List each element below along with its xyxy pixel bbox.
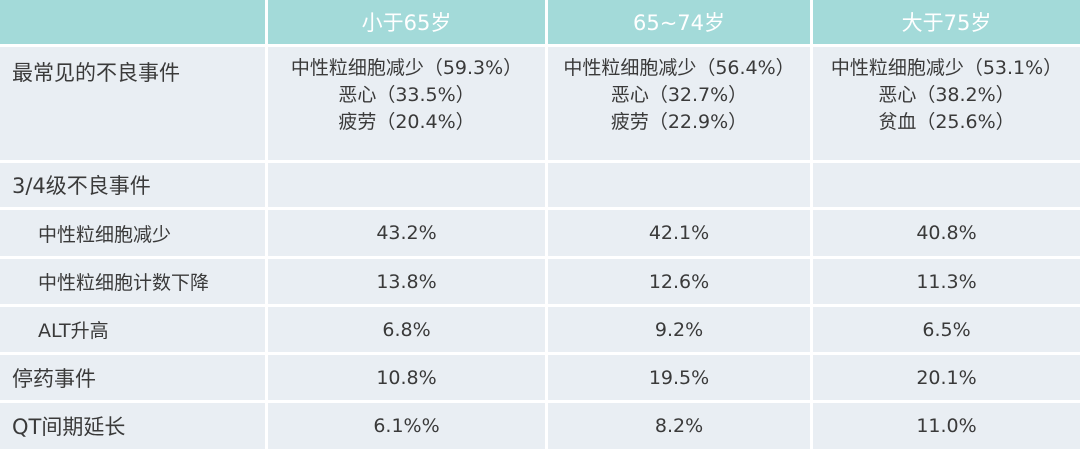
cell <box>548 163 810 207</box>
cell: 中性粒细胞减少（59.3%） 恶心（33.5%） 疲劳（20.4%） <box>268 47 545 160</box>
cell-line: 贫血（25.6%） <box>878 111 1015 133</box>
cell: 6.8% <box>268 307 545 352</box>
cell-line: 疲劳（22.9%） <box>610 111 748 133</box>
column-header: 小于65岁 <box>268 0 545 44</box>
row-label: 中性粒细胞计数下降 <box>0 259 265 304</box>
cell: 中性粒细胞减少（56.4%） 恶心（32.7%） 疲劳（22.9%） <box>548 47 810 160</box>
cell-line: 中性粒细胞减少（56.4%） <box>563 57 795 79</box>
row-label: QT间期延长 <box>0 403 265 449</box>
row-label: 最常见的不良事件 <box>0 47 265 160</box>
cell: 6.1%% <box>268 403 545 449</box>
cell: 40.8% <box>813 210 1080 256</box>
cell <box>813 163 1080 207</box>
cell: 11.3% <box>813 259 1080 304</box>
cell: 8.2% <box>548 403 810 449</box>
cell: 19.5% <box>548 355 810 400</box>
cell: 11.0% <box>813 403 1080 449</box>
cell-line: 恶心（33.5%） <box>338 84 475 106</box>
row-label: 停药事件 <box>0 355 265 400</box>
cell: 12.6% <box>548 259 810 304</box>
cell-line: 中性粒细胞减少（59.3%） <box>290 57 523 79</box>
cell: 43.2% <box>268 210 545 256</box>
cell-line: 疲劳（20.4%） <box>338 111 475 133</box>
cell: 中性粒细胞减少（53.1%） 恶心（38.2%） 贫血（25.6%） <box>813 47 1080 160</box>
cell: 6.5% <box>813 307 1080 352</box>
cell-line: 恶心（32.7%） <box>610 84 748 106</box>
cell: 20.1% <box>813 355 1080 400</box>
cell: 13.8% <box>268 259 545 304</box>
cell-line: 恶心（38.2%） <box>878 84 1015 106</box>
row-label: ALT升高 <box>0 307 265 352</box>
cell: 10.8% <box>268 355 545 400</box>
row-label: 3/4级不良事件 <box>0 163 265 207</box>
cell-line: 中性粒细胞减少（53.1%） <box>830 57 1063 79</box>
cell: 9.2% <box>548 307 810 352</box>
cell: 42.1% <box>548 210 810 256</box>
column-header: 65~74岁 <box>548 0 810 44</box>
column-header: 大于75岁 <box>813 0 1080 44</box>
row-label: 中性粒细胞减少 <box>0 210 265 256</box>
cell <box>268 163 545 207</box>
header-corner <box>0 0 265 44</box>
